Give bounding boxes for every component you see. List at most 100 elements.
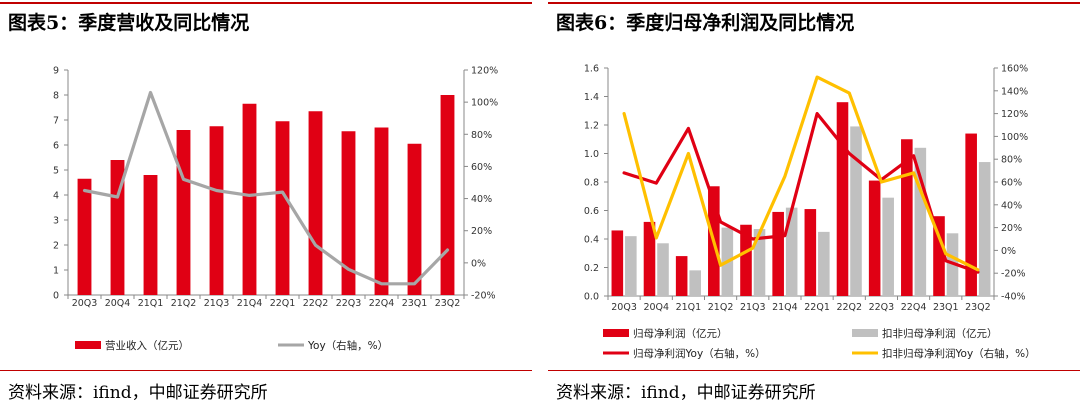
left-tick-label: 6	[53, 141, 59, 152]
right-tick-label: 20%	[471, 226, 492, 237]
chart-canvas: 0 1 2 3 4 5 6 7 8 9 -20% 0% 20% 40% 60% 80% 100% 120% 20Q3…	[53, 66, 498, 353]
bar	[611, 230, 624, 296]
x-tick-label: 21Q2	[708, 302, 734, 313]
right-tick-label: 60%	[1001, 178, 1022, 189]
chart-panel-right: 图表6：季度归母净利润及同比情况 0.0 0.2 0.4 0.6 0.8 1.0 1.2 1.…	[548, 0, 1080, 412]
x-tick-label: 20Q3	[72, 298, 98, 309]
bar	[836, 102, 849, 296]
bar	[850, 126, 862, 296]
x-tick-label: 21Q3	[740, 302, 766, 313]
right-tick-label: 40%	[1001, 200, 1022, 211]
bar	[440, 95, 455, 295]
bar	[110, 160, 125, 295]
bar	[643, 221, 656, 296]
legend-swatch	[603, 329, 629, 337]
x-tick-label: 21Q1	[676, 302, 702, 313]
left-tick-label: 1.6	[584, 64, 599, 75]
series-line	[622, 111, 980, 274]
bar	[77, 178, 92, 295]
right-tick-label: 0%	[471, 258, 486, 269]
x-tick-label: 23Q1	[933, 302, 959, 313]
legend-label: 扣非归母净利润Yoy（右轴，%）	[882, 347, 1036, 360]
bar	[914, 147, 927, 296]
x-tick-label: 23Q2	[435, 298, 461, 309]
right-tick-label: 120%	[471, 66, 498, 77]
left-tick-label: 0.8	[584, 178, 599, 189]
left-tick-label: 8	[53, 91, 59, 102]
right-tick-label: 80%	[1001, 155, 1022, 166]
legend-swatch	[852, 329, 878, 337]
bar	[868, 180, 881, 296]
left-tick-label: 1.0	[584, 149, 599, 160]
chart-title: 图表6：季度归母净利润及同比情况	[556, 12, 855, 34]
x-tick-label: 22Q2	[303, 298, 329, 309]
right-tick-label: 120%	[1001, 109, 1028, 120]
bar	[657, 243, 669, 296]
x-tick-label: 22Q3	[336, 298, 362, 309]
left-tick-label: 0.2	[584, 263, 599, 274]
left-tick-label: 5	[53, 166, 59, 177]
right-tick-label: -40%	[1001, 292, 1026, 303]
source-note: 资料来源：ifind，中邮证券研究所	[8, 383, 268, 403]
chart-title: 图表5：季度营收及同比情况	[8, 12, 250, 34]
x-tick-label: 20Q3	[611, 302, 637, 313]
bar	[308, 111, 323, 295]
bar	[374, 127, 389, 295]
legend-swatch	[75, 341, 101, 349]
left-tick-label: 0	[53, 291, 59, 302]
x-tick-label: 22Q1	[804, 302, 830, 313]
x-tick-label: 21Q4	[237, 298, 263, 309]
bar	[341, 131, 356, 295]
right-tick-label: 160%	[1001, 64, 1028, 75]
left-tick-label: 7	[53, 116, 59, 127]
left-tick-label: 1.4	[584, 92, 599, 103]
footer-rule	[0, 370, 532, 371]
bar	[625, 236, 637, 296]
right-tick-label: -20%	[1001, 269, 1026, 280]
left-tick-label: 9	[53, 66, 59, 77]
bar	[965, 133, 977, 296]
bar	[804, 209, 817, 296]
footer-rule	[548, 370, 1080, 371]
bar	[143, 175, 158, 295]
left-tick-label: 1	[53, 266, 59, 277]
bar	[772, 211, 784, 296]
bar	[978, 162, 991, 296]
x-tick-label: 20Q4	[643, 302, 669, 313]
bar	[675, 256, 688, 296]
left-tick-label: 1.2	[584, 121, 599, 132]
left-tick-label: 2	[53, 241, 59, 252]
x-tick-label: 22Q3	[869, 302, 895, 313]
x-tick-label: 21Q3	[204, 298, 230, 309]
left-tick-label: 0.0	[584, 292, 599, 303]
bar	[785, 207, 798, 296]
series-line	[82, 90, 450, 286]
left-tick-label: 4	[53, 191, 59, 202]
left-tick-label: 3	[53, 216, 59, 227]
x-tick-label: 20Q4	[105, 298, 131, 309]
bar	[818, 231, 830, 296]
right-tick-label: 140%	[1001, 86, 1028, 97]
x-tick-label: 23Q2	[965, 302, 991, 313]
bar	[933, 216, 945, 296]
right-tick-label: 40%	[471, 194, 492, 205]
left-tick-label: 0.4	[584, 235, 599, 246]
right-tick-label: 0%	[1001, 246, 1016, 257]
x-tick-label: 22Q4	[901, 302, 927, 313]
chart-panel-left: 图表5：季度营收及同比情况 0 1 2 3 4 5 6 7 8 9 -20% 0% 20% 40% 60% 8…	[0, 0, 532, 412]
legend-label: 营业收入（亿元）	[105, 339, 189, 352]
right-tick-label: 20%	[1001, 223, 1022, 234]
legend-label: 归母净利润（亿元）	[633, 327, 728, 340]
bar	[882, 197, 894, 296]
bar	[407, 143, 422, 295]
right-tick-label: 100%	[1001, 132, 1028, 143]
legend-label: 归母净利润Yoy（右轴，%）	[633, 347, 766, 360]
bar	[242, 103, 257, 295]
bar	[275, 121, 290, 295]
bar	[901, 139, 913, 296]
header-rule	[0, 2, 532, 4]
bar	[740, 224, 752, 296]
legend-label: Yoy（右轴，%）	[307, 339, 388, 352]
bar	[209, 126, 224, 295]
x-tick-label: 22Q1	[270, 298, 296, 309]
